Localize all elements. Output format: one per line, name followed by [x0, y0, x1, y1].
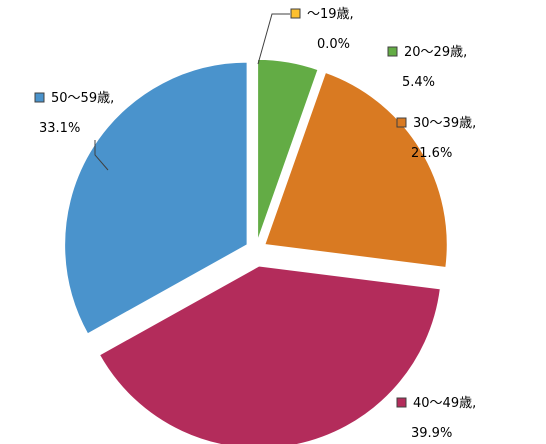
- pie-slice: [256, 58, 320, 243]
- label-color-key: [396, 397, 407, 408]
- label-color-key: [290, 8, 301, 19]
- leader-lines-layer: [94, 13, 290, 171]
- label-color-key: [387, 46, 398, 57]
- slice-category-label: 30～39歳,: [413, 116, 476, 131]
- label-color-key: [396, 117, 407, 128]
- label-color-key: [34, 92, 45, 103]
- slices-layer: [63, 58, 449, 444]
- labels-layer: ～19歳, 0.0% 20～29歳, 5.4% 30～39歳, 21.6% 40～49歳, 3…: [34, 7, 476, 441]
- slice-value-label: 0.0%: [317, 37, 350, 52]
- leader-line: [257, 13, 290, 65]
- slice-category-label: 40～49歳,: [413, 396, 476, 411]
- pie-slice: [98, 264, 442, 444]
- slice-category-label: 20～29歳,: [404, 45, 467, 60]
- slice-value-label: 21.6%: [411, 146, 452, 161]
- pie-slice: [63, 61, 249, 335]
- slice-category-label: ～19歳,: [307, 7, 354, 22]
- leader-line: [94, 140, 109, 171]
- slice-value-label: 33.1%: [39, 121, 80, 136]
- pie-slice: [263, 71, 449, 269]
- slice-value-label: 39.9%: [411, 426, 452, 441]
- slice-value-label: 5.4%: [402, 75, 435, 90]
- slice-category-label: 50～59歳,: [51, 91, 114, 106]
